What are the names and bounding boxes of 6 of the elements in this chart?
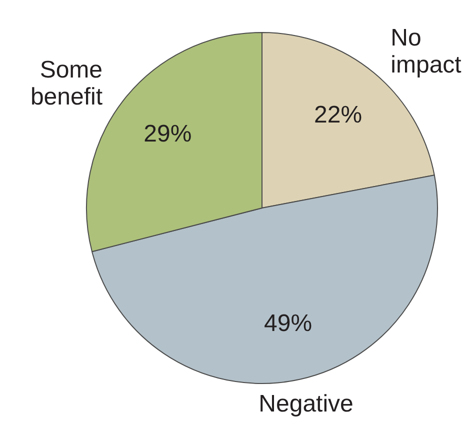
- data-label: 22%: [314, 102, 362, 129]
- slice-label: Negative: [258, 390, 354, 418]
- slice-label: Some benefit: [30, 56, 103, 110]
- data-label: 49%: [264, 310, 312, 338]
- slice-label: No impact: [390, 24, 462, 79]
- data-label: 29%: [144, 120, 192, 148]
